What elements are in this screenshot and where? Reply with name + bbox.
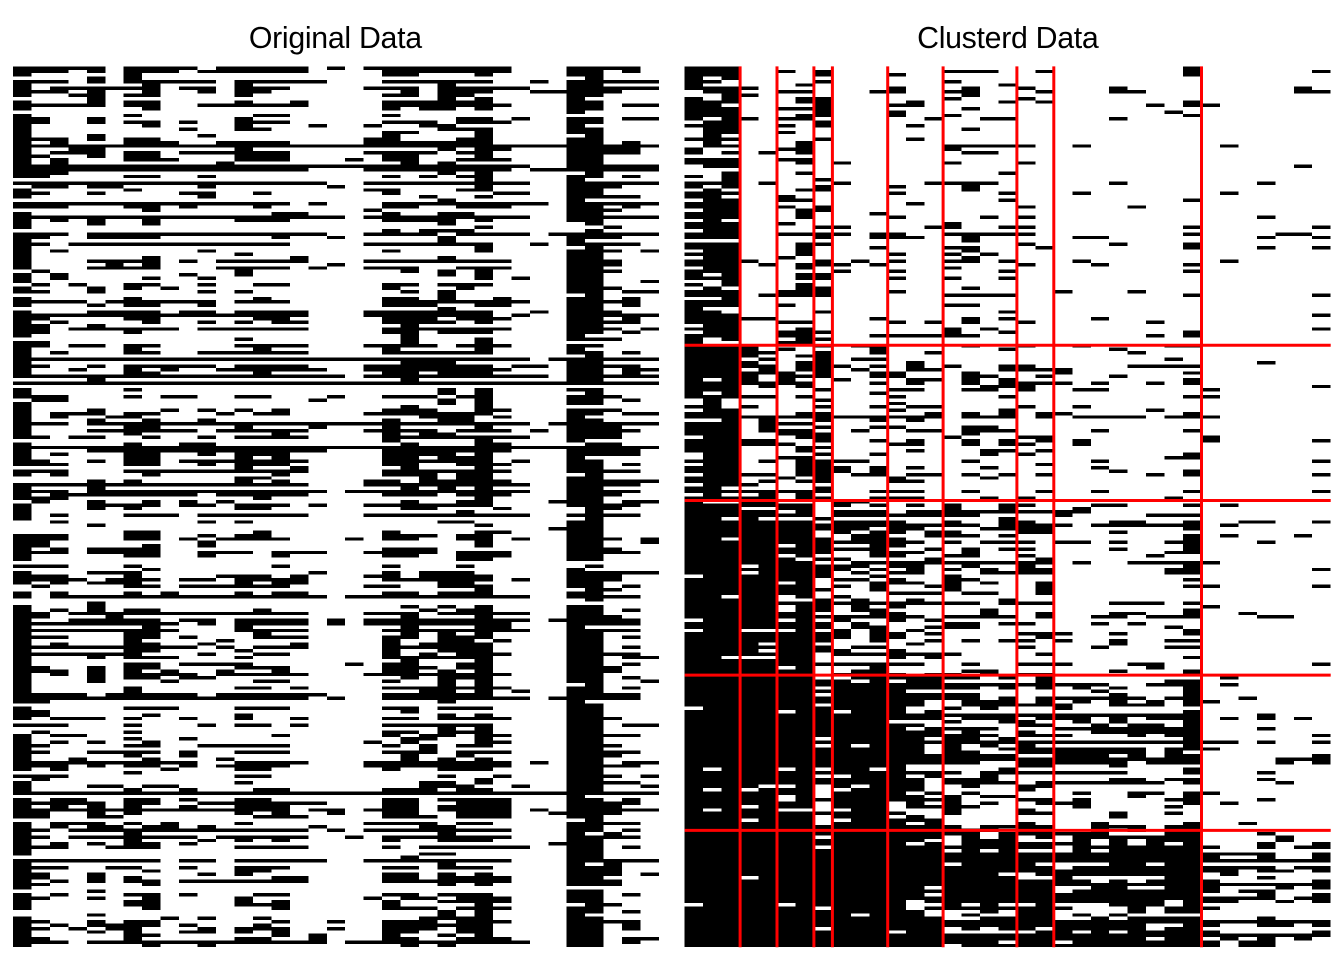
svg-text:Clusterd Data: Clusterd Data xyxy=(917,22,1099,55)
svg-text:Original Data: Original Data xyxy=(249,22,422,55)
